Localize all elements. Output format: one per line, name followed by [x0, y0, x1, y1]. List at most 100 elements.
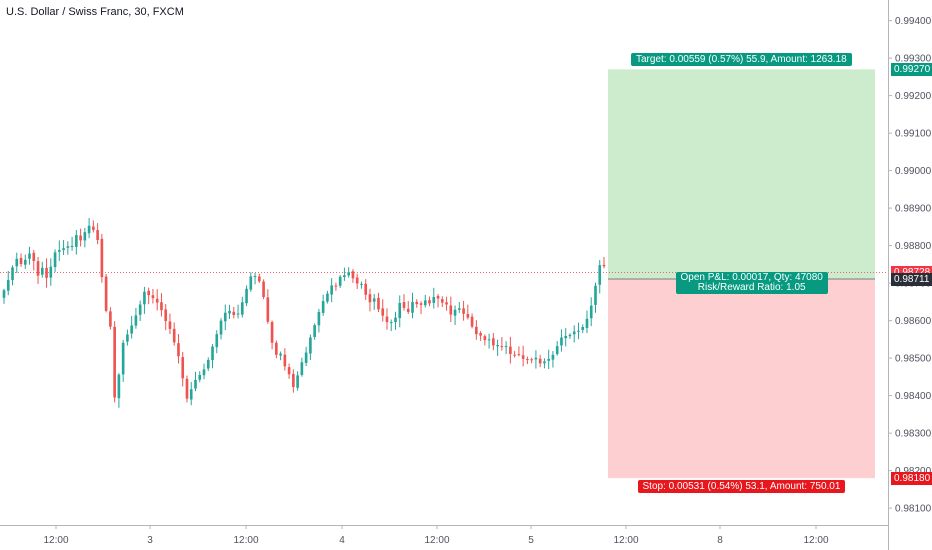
candle-down [381, 308, 385, 316]
candle-up [458, 308, 461, 310]
risk-reward-text: Risk/Reward Ratio: 1.05 [697, 282, 806, 293]
candle-up [300, 362, 304, 375]
candle-down [292, 374, 295, 387]
candle-up [236, 313, 240, 315]
candle-up [253, 276, 257, 277]
candle-down [415, 301, 419, 305]
candle-down [479, 333, 482, 336]
candle-up [15, 258, 19, 267]
candle-down [79, 235, 82, 241]
candle-down [32, 252, 36, 261]
candle-down [475, 326, 478, 335]
target-label: Target: 0.00559 (0.57%) 55.9, Amount: 12… [631, 53, 852, 67]
candle-up [504, 346, 508, 348]
candle-down [287, 367, 291, 375]
candle-down [449, 305, 453, 315]
candle-up [70, 246, 74, 247]
stop-label: Stop: 0.00531 (0.54%) 53.1, Amount: 750.… [637, 480, 846, 494]
candle-down [526, 359, 529, 361]
candle-up [411, 301, 414, 313]
candle-down [517, 354, 521, 356]
time-tick-label: 8 [717, 535, 723, 546]
candle-down [602, 264, 606, 267]
candle-down [104, 276, 108, 311]
candle-up [211, 346, 214, 361]
price-tag: 0.98711 [891, 272, 932, 286]
price-tick-label: 0.99100 [895, 129, 932, 140]
candle-down [500, 346, 504, 348]
candle-up [543, 361, 546, 364]
candle-up [398, 303, 402, 319]
candle-up [360, 283, 363, 285]
candle-up [245, 288, 248, 304]
candle-up [58, 250, 61, 252]
candle-up [572, 331, 576, 335]
target-zone [608, 69, 875, 279]
pnl-label: Open P&L: 0.00017, Qty: 47080 Risk/Reward… [675, 272, 828, 294]
stop-zone [608, 279, 875, 479]
candle-down [377, 297, 380, 310]
candle-up [547, 358, 550, 361]
candle-down [92, 226, 95, 230]
candle-down [492, 338, 495, 346]
candle-up [194, 379, 197, 389]
price-tick-label: 0.98600 [895, 316, 932, 327]
time-tick-label: 12:00 [43, 535, 68, 546]
candle-down [406, 308, 410, 312]
candle-up [62, 248, 65, 250]
candle-down [513, 354, 516, 356]
candle-down [270, 322, 274, 343]
price-tag: 0.99270 [891, 62, 932, 76]
candle-down [402, 302, 406, 308]
candle-up [423, 300, 427, 306]
candle-up [219, 320, 223, 335]
candle-down [147, 290, 150, 296]
candle-down [258, 276, 261, 282]
candle-up [83, 232, 87, 241]
candle-down [462, 308, 465, 314]
candle-down [470, 316, 474, 327]
candle-up [134, 315, 138, 326]
candle-up [202, 369, 206, 376]
candle-up [560, 337, 563, 346]
candle-up [594, 285, 597, 305]
candle-down [351, 271, 355, 279]
candle-up [215, 334, 219, 348]
candle-up [551, 354, 555, 360]
candle-down [19, 258, 23, 264]
candle-down [530, 359, 533, 361]
candle-down [36, 261, 40, 276]
candle-up [338, 276, 342, 286]
time-tick-label: 4 [339, 535, 345, 546]
candle-up [589, 305, 593, 319]
candle-up [126, 334, 129, 342]
price-tick-label: 0.98100 [895, 504, 932, 515]
price-tick-label: 0.99300 [895, 54, 932, 65]
candle-up [568, 334, 572, 337]
candle-down [419, 303, 423, 305]
candle-down [164, 309, 168, 321]
price-tick-label: 0.99400 [895, 16, 932, 27]
candle-up [6, 280, 10, 291]
candle-down [364, 283, 368, 295]
candle-down [155, 298, 159, 303]
time-tick-label: 3 [147, 535, 153, 546]
candle-up [138, 304, 142, 315]
candle-up [309, 337, 312, 354]
candle-up [143, 291, 146, 305]
candle-up [49, 266, 53, 278]
candle-down [160, 302, 163, 311]
price-tick-label: 0.99200 [895, 91, 932, 102]
price-tick-label: 0.98500 [895, 354, 932, 365]
candle-up [555, 346, 559, 355]
candle-down [185, 378, 189, 399]
candle-up [343, 275, 346, 278]
candle-down [385, 316, 389, 323]
candle-down [538, 358, 542, 364]
candle-up [317, 312, 321, 326]
candle-down [521, 355, 525, 359]
candle-up [347, 272, 350, 276]
candle-up [296, 375, 299, 388]
candle-down [262, 281, 265, 297]
